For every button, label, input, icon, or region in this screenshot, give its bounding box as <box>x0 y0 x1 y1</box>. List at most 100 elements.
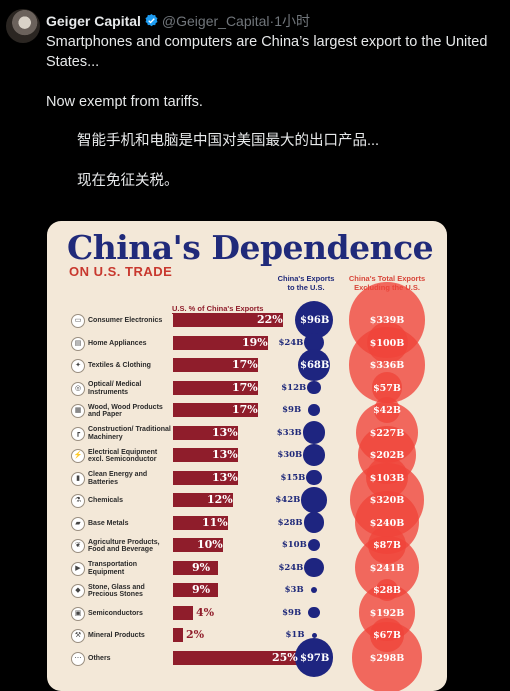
pct-bar <box>173 425 238 440</box>
pct-label: 12% <box>207 493 233 506</box>
pct-bar <box>173 335 268 350</box>
infographic-title: China's Dependence <box>67 228 434 267</box>
pct-label: 19% <box>242 335 268 349</box>
total-export-label: $42B <box>373 405 401 416</box>
pickaxe-icon: ⚒ <box>71 629 85 643</box>
pct-label: 9% <box>192 583 211 596</box>
category-label: Construction/ Traditional Machinery <box>88 426 171 441</box>
plug-icon: ⚡ <box>71 449 85 463</box>
category-label: Agriculture Products, Food and Beverage <box>88 538 160 554</box>
us-export-circle <box>307 380 321 395</box>
us-export-circle <box>301 487 327 513</box>
category-label: Stone, Glass and Precious Stones <box>88 583 145 599</box>
pct-label: 22% <box>257 313 283 326</box>
total-export-label: $339B <box>369 315 405 326</box>
car-icon: ▶ <box>71 561 85 576</box>
chart-row: ✦ Textiles & Clothing 17% $68B $336B <box>47 327 447 403</box>
tweet-text-english: Smartphones and computers are China’s la… <box>46 32 501 132</box>
us-export-label: $24B <box>278 337 304 348</box>
category-label: Electrical Equipment excl. Semiconductor <box>88 448 158 464</box>
total-export-label: $57B <box>373 382 401 394</box>
laptop-icon: ▭ <box>71 314 85 328</box>
pct-bar <box>173 538 223 552</box>
category-label: Textiles & Clothing <box>88 362 151 370</box>
pct-label: 13% <box>212 425 238 439</box>
us-export-label: $30B <box>277 450 303 460</box>
us-export-label: $33B <box>276 427 302 438</box>
author-avatar[interactable] <box>6 9 40 43</box>
total-export-label: $28B <box>373 585 401 596</box>
author-name[interactable]: Geiger Capital <box>46 13 141 29</box>
battery-icon: ▮ <box>71 471 85 486</box>
us-exports-column-header: China's Exports to the U.S. <box>275 274 337 292</box>
us-export-circle <box>302 421 326 444</box>
category-label: Home Appliances <box>88 339 147 347</box>
us-export-circle <box>310 586 318 594</box>
total-export-label: $240B <box>369 517 405 529</box>
infographic-subtitle: ON U.S. TRADE <box>69 264 173 279</box>
chart-row: ◆ Stone, Glass and Precious Stones 9% $3B $2… <box>47 579 447 602</box>
pct-bar <box>173 515 228 530</box>
microscope-icon: ◎ <box>71 381 85 396</box>
category-label: Chemicals <box>88 497 124 505</box>
infographic-image[interactable]: China's Dependence ON U.S. TRADE U.S. % … <box>47 221 447 691</box>
chart-row: ⋯ Others 25% $97B $298B <box>47 622 447 691</box>
category-label: Mineral Products <box>88 632 145 640</box>
chip-icon: ▣ <box>71 606 85 621</box>
pct-bar <box>173 403 258 417</box>
pct-bar <box>173 380 258 395</box>
total-export-label: $192B <box>369 607 405 619</box>
total-export-label: $336B <box>369 360 405 371</box>
category-label: Base Metals <box>88 519 129 527</box>
category-label: Consumer Electronics <box>88 317 163 325</box>
header-line: to the U.S. <box>287 283 325 292</box>
pct-label: 17% <box>232 403 258 416</box>
tweet-text-line: 智能手机和电脑是中国对美国最大的出口产品... <box>77 133 380 149</box>
us-export-circle <box>303 512 325 533</box>
us-export-circle <box>304 557 324 578</box>
header-line: China's Total Exports <box>348 274 426 283</box>
pct-label: 17% <box>232 358 258 371</box>
pct-label: 10% <box>197 538 223 551</box>
category-label: Wood, Wood Products and Paper <box>88 403 163 419</box>
appliance-icon: ▤ <box>71 336 85 351</box>
tweet-text-line: 现在免征关税。 <box>77 173 179 189</box>
us-export-circle <box>297 348 331 382</box>
tweet-author: Geiger Capital @Geiger_Capital·1小时 <box>46 11 310 31</box>
author-handle[interactable]: @Geiger_Capital <box>161 13 270 29</box>
pct-label: 13% <box>212 448 238 461</box>
pct-bar <box>173 493 233 507</box>
category-label: Others <box>88 654 111 662</box>
total-export-label: $67B <box>373 630 401 641</box>
category-label: Semiconductors <box>88 609 143 617</box>
category-label: Transportation Equipment <box>88 561 138 576</box>
gem-icon: ◆ <box>71 584 85 598</box>
pct-bar <box>173 470 238 485</box>
us-export-circle <box>294 638 334 677</box>
us-export-circle <box>308 606 320 619</box>
pct-label: 25% <box>272 650 298 664</box>
flask-icon: ⚗ <box>71 494 85 508</box>
pct-bar <box>173 605 193 620</box>
tweet-time[interactable]: 1小时 <box>274 13 310 29</box>
us-export-label: $24B <box>278 562 304 573</box>
pct-bar <box>173 560 218 575</box>
us-export-label: $15B <box>280 472 306 483</box>
crane-icon: ┏ <box>71 426 85 441</box>
pct-label: 17% <box>232 380 258 394</box>
us-export-circle <box>308 404 320 416</box>
us-export-label: $9B <box>282 405 302 415</box>
us-export-label: $10B <box>281 540 307 550</box>
bar-column-header: U.S. % of China's Exports <box>172 304 264 313</box>
us-export-label: $96B <box>300 315 330 326</box>
us-export-label: $42B <box>275 495 301 505</box>
total-export-label: $298B <box>369 652 405 664</box>
total-export-label: $202B <box>369 450 405 461</box>
tweet-text-line: Now exempt from tariffs. <box>46 94 203 110</box>
pct-bar <box>173 313 283 327</box>
total-export-label: $320B <box>369 495 405 506</box>
dots-icon: ⋯ <box>71 651 85 666</box>
us-export-circle <box>307 538 321 552</box>
pct-bar <box>173 358 258 372</box>
us-export-label: $28B <box>277 517 303 528</box>
